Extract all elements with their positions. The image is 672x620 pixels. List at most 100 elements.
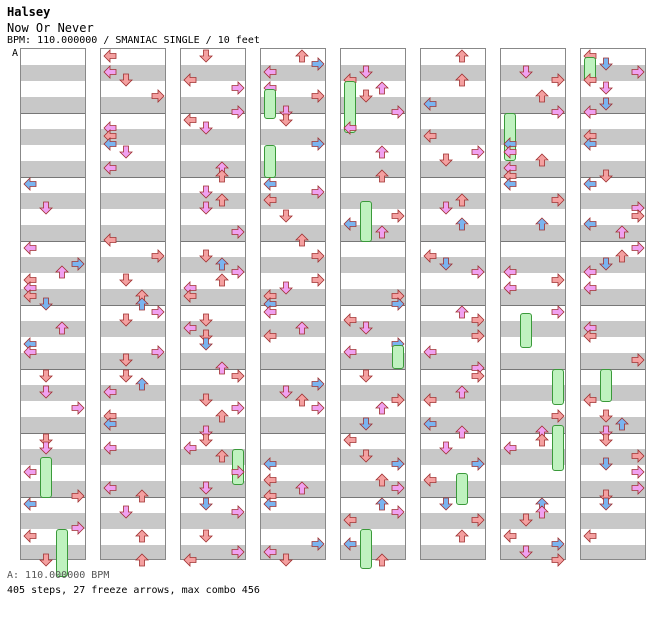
left-arrow-icon [423,249,437,263]
measure-line [501,177,565,178]
up-arrow-icon [455,217,469,231]
measure-line [181,241,245,242]
down-arrow-icon [599,81,613,95]
footer-bpm: A: 110.000000 BPM [7,570,110,581]
up-arrow-icon [375,401,389,415]
measure-line [421,113,485,114]
left-arrow-icon [103,65,117,79]
right-arrow-icon [231,401,245,415]
freeze-arrow [360,529,372,569]
left-arrow-icon [583,177,597,191]
chart-column [500,48,566,567]
measure-line [181,369,245,370]
freeze-arrow [552,369,564,405]
right-arrow-icon [471,313,485,327]
left-arrow-icon [103,161,117,175]
freeze-arrow [56,529,68,577]
left-arrow-icon [183,113,197,127]
left-arrow-icon [503,145,517,159]
right-arrow-icon [471,329,485,343]
right-arrow-icon [311,57,325,71]
measure-line [181,305,245,306]
right-arrow-icon [71,489,85,503]
left-arrow-icon [263,193,277,207]
left-arrow-icon [183,321,197,335]
up-arrow-icon [135,489,149,503]
down-arrow-icon [279,209,293,223]
up-arrow-icon [55,265,69,279]
up-arrow-icon [215,273,229,287]
measure-line [181,433,245,434]
down-arrow-icon [599,409,613,423]
left-arrow-icon [103,441,117,455]
measure-line [21,113,85,114]
measure-line [341,305,405,306]
left-arrow-icon [583,265,597,279]
up-arrow-icon [295,233,309,247]
measure-line [501,497,565,498]
left-arrow-icon [583,217,597,231]
measure-line [101,369,165,370]
left-arrow-icon [23,497,37,511]
up-arrow-icon [295,49,309,63]
chart-column [180,48,246,567]
left-arrow-icon [103,417,117,431]
up-arrow-icon [135,377,149,391]
left-arrow-icon [583,529,597,543]
down-arrow-icon [519,513,533,527]
up-arrow-icon [215,449,229,463]
down-arrow-icon [359,321,373,335]
down-arrow-icon [599,425,613,439]
up-arrow-icon [215,169,229,183]
up-arrow-icon [135,553,149,567]
measure-line [21,177,85,178]
up-arrow-icon [535,153,549,167]
down-arrow-icon [119,369,133,383]
left-arrow-icon [103,233,117,247]
freeze-arrow [40,457,52,498]
right-arrow-icon [71,401,85,415]
measure-line [101,177,165,178]
down-arrow-icon [439,201,453,215]
left-arrow-icon [103,481,117,495]
up-arrow-icon [295,393,309,407]
right-arrow-icon [311,273,325,287]
measure-line [421,497,485,498]
up-arrow-icon [375,225,389,239]
left-arrow-icon [583,105,597,119]
left-arrow-icon [23,529,37,543]
left-arrow-icon [343,345,357,359]
left-arrow-icon [583,329,597,343]
left-arrow-icon [183,441,197,455]
down-arrow-icon [39,553,53,567]
down-arrow-icon [119,145,133,159]
right-arrow-icon [551,73,565,87]
right-arrow-icon [551,537,565,551]
right-arrow-icon [631,481,645,495]
down-arrow-icon [119,353,133,367]
up-arrow-icon [615,249,629,263]
down-arrow-icon [199,425,213,439]
down-arrow-icon [39,369,53,383]
left-arrow-icon [343,513,357,527]
down-arrow-icon [519,545,533,559]
right-arrow-icon [231,105,245,119]
right-arrow-icon [311,377,325,391]
measure-line [181,113,245,114]
down-arrow-icon [439,497,453,511]
measure-line [421,433,485,434]
right-arrow-icon [151,89,165,103]
down-arrow-icon [199,201,213,215]
measure-line [101,113,165,114]
right-arrow-icon [311,537,325,551]
footer-stats: 405 steps, 27 freeze arrows, max combo 4… [7,585,260,596]
freeze-arrow [264,145,276,178]
measure-line [21,305,85,306]
right-arrow-icon [471,457,485,471]
right-arrow-icon [231,225,245,239]
right-arrow-icon [311,137,325,151]
right-arrow-icon [551,553,565,567]
left-arrow-icon [423,417,437,431]
measure-line [501,369,565,370]
